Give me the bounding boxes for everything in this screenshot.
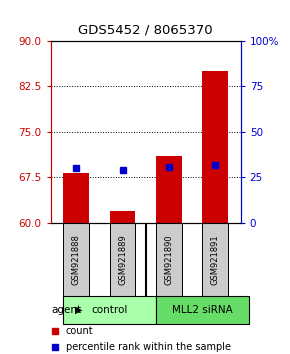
Bar — [156, 156, 182, 223]
Bar — [156, 223, 182, 296]
Text: percentile rank within the sample: percentile rank within the sample — [66, 342, 231, 352]
Bar — [64, 173, 89, 223]
Text: agent: agent — [51, 305, 81, 315]
Text: control: control — [92, 305, 128, 315]
Text: GSM921890: GSM921890 — [164, 234, 173, 285]
Text: ▶: ▶ — [75, 305, 82, 315]
Text: GDS5452 / 8065370: GDS5452 / 8065370 — [78, 23, 212, 36]
Text: MLL2 siRNA: MLL2 siRNA — [172, 305, 233, 315]
Bar — [110, 223, 135, 296]
Bar — [202, 71, 228, 223]
Text: GSM921891: GSM921891 — [211, 234, 220, 285]
Bar — [156, 296, 249, 324]
Bar — [64, 296, 156, 324]
Text: GSM921889: GSM921889 — [118, 234, 127, 285]
Text: GSM921888: GSM921888 — [72, 234, 81, 285]
Text: count: count — [66, 326, 94, 336]
Bar — [64, 223, 89, 296]
Bar — [110, 211, 135, 223]
Bar — [202, 223, 228, 296]
